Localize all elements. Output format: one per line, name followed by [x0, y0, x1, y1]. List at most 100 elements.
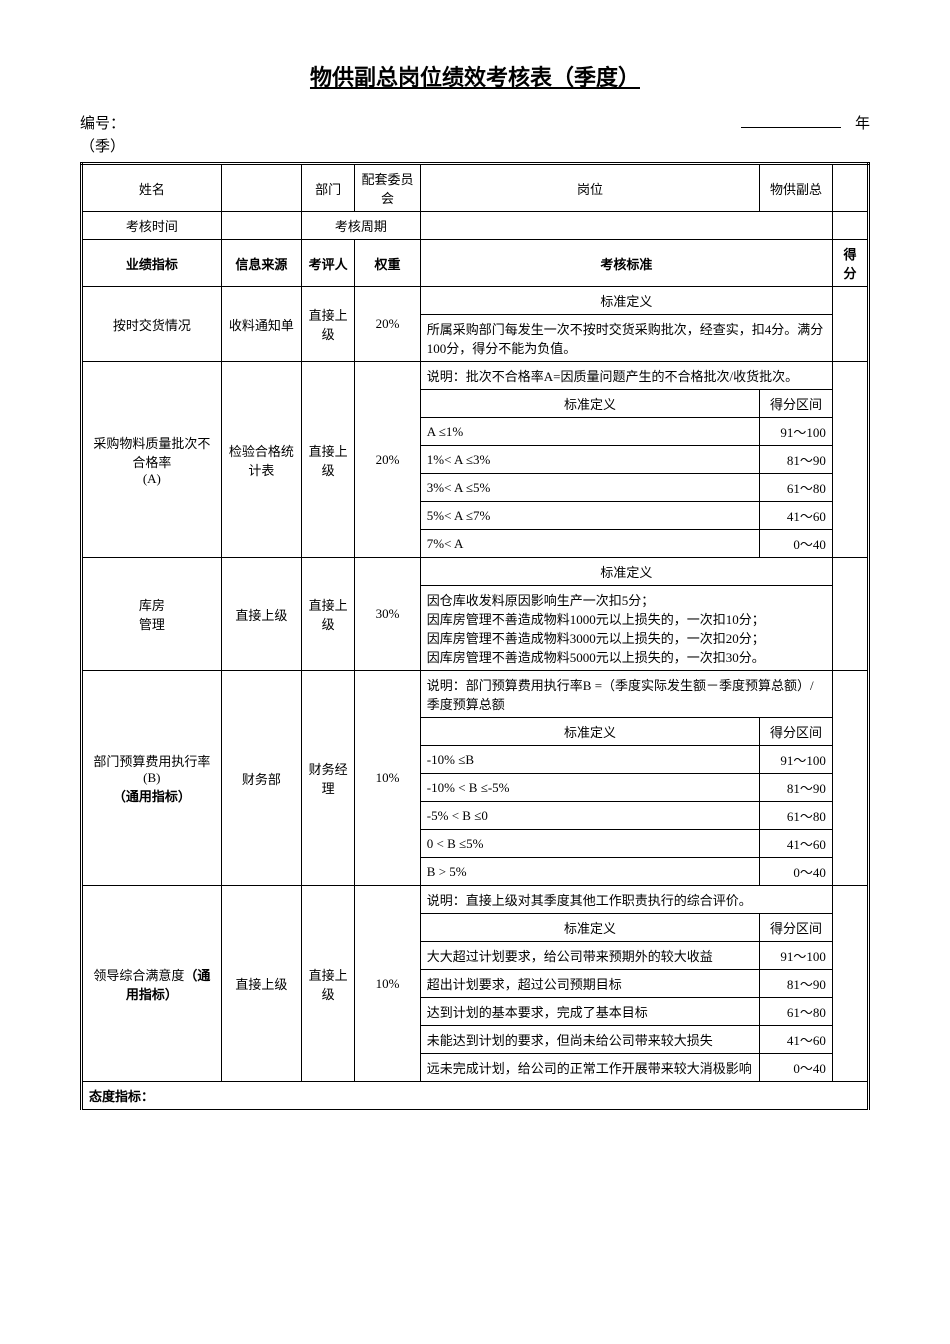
r1-score4: 0～40 [760, 530, 833, 558]
dept-label: 部门 [302, 164, 355, 212]
table-row: 按时交货情况 收料通知单 直接上级 20% 标准定义 [82, 287, 869, 315]
r3-score4: 0～40 [760, 858, 833, 886]
quarter-label: （季） [80, 135, 125, 156]
r4-def0: 大大超过计划要求，给公司带来预期外的较大收益 [420, 942, 759, 970]
assess-time-value [221, 212, 301, 240]
r4-def2: 达到计划的基本要求，完成了基本目标 [420, 998, 759, 1026]
dept-value: 配套委员会 [355, 164, 421, 212]
name-value [221, 164, 301, 212]
metric-4-text: 领导综合满意度（通用指标） [93, 968, 210, 1002]
r1-def4: 7%< A [420, 530, 759, 558]
r4-score4: 0～40 [760, 1054, 833, 1082]
r1-def3: 5%< A ≤7% [420, 502, 759, 530]
stddef-0: 标准定义 [420, 287, 832, 315]
r4-def1: 超出计划要求，超过公司预期目标 [420, 970, 759, 998]
weight-2: 30% [355, 558, 421, 671]
r1-score3: 41～60 [760, 502, 833, 530]
stddef-2: 标准定义 [420, 558, 832, 586]
name-label: 姓名 [82, 164, 222, 212]
r3-def4: B > 5% [420, 858, 759, 886]
metric-4: 领导综合满意度（通用指标） [82, 886, 222, 1082]
r4-score1: 81～90 [760, 970, 833, 998]
source-2: 直接上级 [221, 558, 301, 671]
table-row: 领导综合满意度（通用指标） 直接上级 直接上级 10% 说明：直接上级对其季度其… [82, 886, 869, 914]
explain-4: 说明：直接上级对其季度其他工作职责执行的综合评价。 [420, 886, 832, 914]
r3-score2: 61～80 [760, 802, 833, 830]
r3-def2: -5% < B ≤0 [420, 802, 759, 830]
stdtext-2: 因仓库收发料原因影响生产一次扣5分； 因库房管理不善造成物料1000元以上损失的… [420, 586, 832, 671]
source-4: 直接上级 [221, 886, 301, 1082]
evaluator-3: 财务经理 [302, 671, 355, 886]
score-0 [832, 287, 868, 362]
evaluator-1: 直接上级 [302, 362, 355, 558]
evaluator-0: 直接上级 [302, 287, 355, 362]
th-weight: 权重 [355, 240, 421, 287]
evaluator-4: 直接上级 [302, 886, 355, 1082]
weight-1: 20% [355, 362, 421, 558]
explain-1: 说明：批次不合格率A=因质量问题产生的不合格批次/收货批次。 [420, 362, 832, 390]
assess-period-label: 考核周期 [302, 212, 421, 240]
assess-period-value [420, 212, 832, 240]
number-label: 编号： [80, 112, 125, 133]
position-label: 岗位 [420, 164, 759, 212]
header-number-line: 编号： 年 [80, 112, 870, 133]
r3-score3: 41～60 [760, 830, 833, 858]
position-value: 物供副总 [760, 164, 833, 212]
th-metric: 业绩指标 [82, 240, 222, 287]
r3-def0: -10% ≤B [420, 746, 759, 774]
r3-score0: 91～100 [760, 746, 833, 774]
page-title: 物供副总岗位绩效考核表（季度） [80, 60, 870, 92]
attitude-row: 态度指标： [82, 1082, 869, 1110]
metric-3: 部门预算费用执行率(B)（通用指标） [82, 671, 222, 886]
info-row-2: 考核时间 考核周期 [82, 212, 869, 240]
year-blank [741, 127, 841, 128]
r4-def3: 未能达到计划的要求，但尚未给公司带来较大损失 [420, 1026, 759, 1054]
th-evaluator: 考评人 [302, 240, 355, 287]
score-2 [832, 558, 868, 671]
info-row-1: 姓名 部门 配套委员会 岗位 物供副总 [82, 164, 869, 212]
metric-3-text: 部门预算费用执行率(B)（通用指标） [93, 754, 210, 804]
header-quarter-line: （季） [80, 135, 870, 156]
source-3: 财务部 [221, 671, 301, 886]
r3-def3: 0 < B ≤5% [420, 830, 759, 858]
info1-blank [832, 164, 868, 212]
r1-def1: 1%< A ≤3% [420, 446, 759, 474]
r1-score0: 91～100 [760, 418, 833, 446]
weight-0: 20% [355, 287, 421, 362]
score-3 [832, 671, 868, 886]
table-header-row: 业绩指标 信息来源 考评人 权重 考核标准 得分 [82, 240, 869, 287]
year-label: 年 [855, 112, 870, 133]
stdtext-0: 所属采购部门每发生一次不按时交货采购批次，经查实，扣4分。满分100分，得分不能… [420, 315, 832, 362]
table-row: 采购物料质量批次不合格率 (A) 检验合格统计表 直接上级 20% 说明：批次不… [82, 362, 869, 390]
score-4 [832, 886, 868, 1082]
r4-score3: 41～60 [760, 1026, 833, 1054]
weight-4: 10% [355, 886, 421, 1082]
table-row: 库房 管理 直接上级 直接上级 30% 标准定义 [82, 558, 869, 586]
metric-1: 采购物料质量批次不合格率 (A) [82, 362, 222, 558]
attitude-label: 态度指标： [82, 1082, 869, 1110]
th-source: 信息来源 [221, 240, 301, 287]
r1-score2: 61～80 [760, 474, 833, 502]
info2-blank [832, 212, 868, 240]
assess-time-label: 考核时间 [82, 212, 222, 240]
r4-score0: 91～100 [760, 942, 833, 970]
metric-0: 按时交货情况 [82, 287, 222, 362]
evaluator-2: 直接上级 [302, 558, 355, 671]
r1-def2: 3%< A ≤5% [420, 474, 759, 502]
stddef-label-3: 标准定义 [420, 718, 759, 746]
source-0: 收料通知单 [221, 287, 301, 362]
scorerange-label-3: 得分区间 [760, 718, 833, 746]
r3-score1: 81～90 [760, 774, 833, 802]
r4-def4: 远未完成计划，给公司的正常工作开展带来较大消极影响 [420, 1054, 759, 1082]
stddef-label-1: 标准定义 [420, 390, 759, 418]
assessment-table: 姓名 部门 配套委员会 岗位 物供副总 考核时间 考核周期 业绩指标 信息来源 … [80, 162, 870, 1110]
r3-def1: -10% < B ≤-5% [420, 774, 759, 802]
scorerange-label-4: 得分区间 [760, 914, 833, 942]
source-1: 检验合格统计表 [221, 362, 301, 558]
metric-2: 库房 管理 [82, 558, 222, 671]
score-1 [832, 362, 868, 558]
r4-score2: 61～80 [760, 998, 833, 1026]
scorerange-label-1: 得分区间 [760, 390, 833, 418]
r1-score1: 81～90 [760, 446, 833, 474]
table-row: 部门预算费用执行率(B)（通用指标） 财务部 财务经理 10% 说明：部门预算费… [82, 671, 869, 718]
